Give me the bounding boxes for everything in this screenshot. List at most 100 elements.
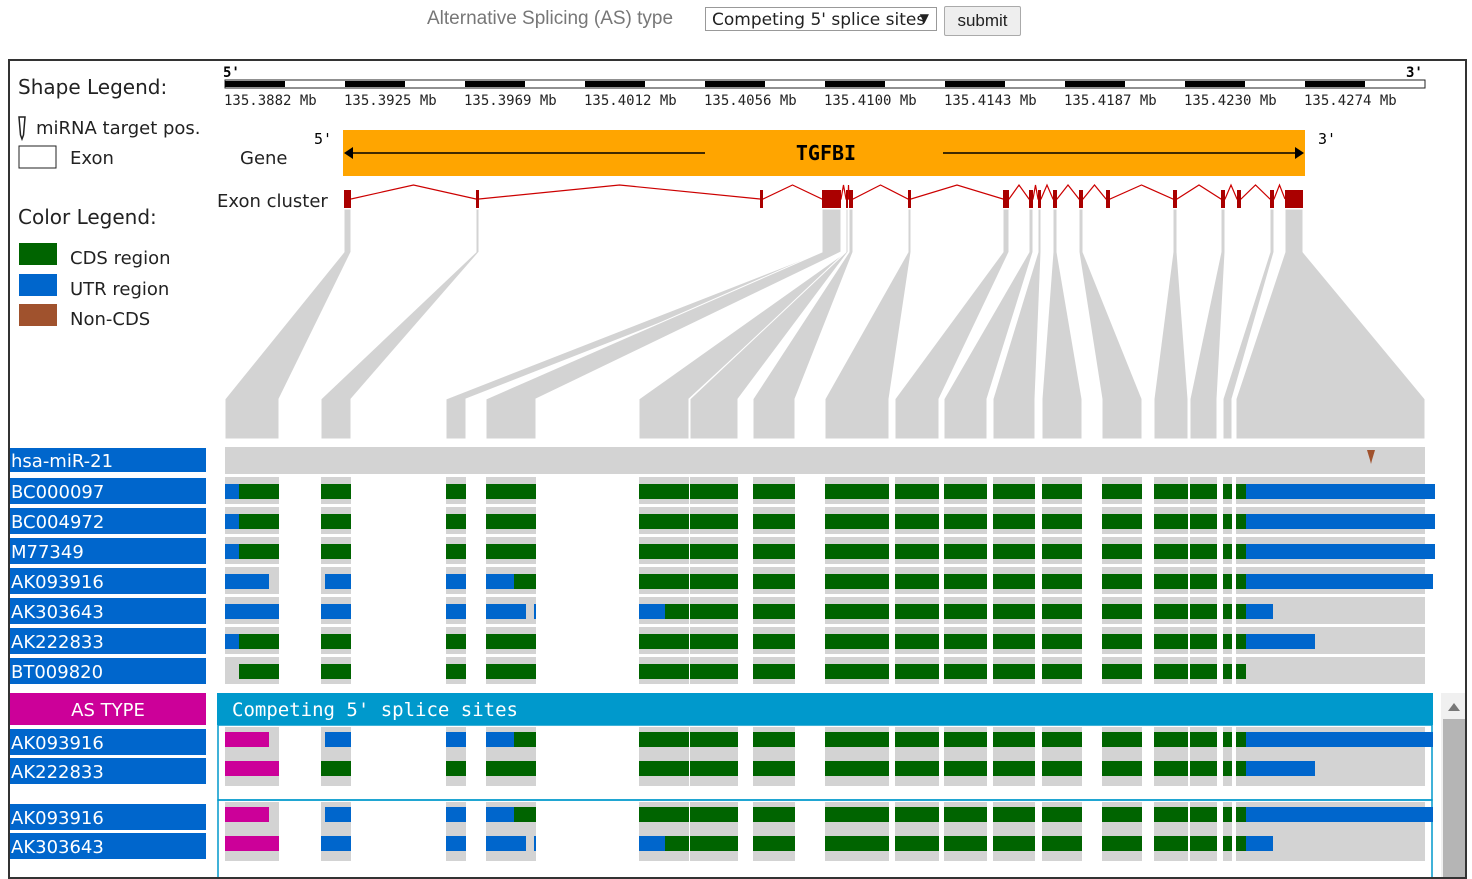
exon-cluster-block[interactable] [1270, 190, 1274, 208]
exon-segment[interactable] [690, 634, 738, 649]
exon-segment[interactable] [753, 664, 795, 679]
exon-segment[interactable] [325, 807, 351, 822]
exon-segment[interactable] [753, 634, 795, 649]
exon-segment[interactable] [1223, 484, 1232, 499]
exon-segment[interactable] [239, 514, 279, 529]
exon-segment[interactable] [1102, 634, 1142, 649]
exon-segment[interactable] [321, 664, 351, 679]
exon-segment[interactable] [993, 761, 1035, 776]
exon-cluster-block[interactable] [1237, 190, 1241, 208]
exon-cluster-block[interactable] [344, 190, 351, 208]
exon-segment[interactable] [1223, 544, 1232, 559]
exon-cluster-block[interactable] [1038, 190, 1041, 208]
exon-segment[interactable] [1236, 634, 1246, 649]
exon-segment[interactable] [1102, 664, 1142, 679]
track-label-box[interactable] [10, 538, 206, 564]
exon-segment[interactable] [639, 604, 665, 619]
exon-segment[interactable] [1154, 484, 1188, 499]
exon-cluster-block[interactable] [1003, 190, 1009, 208]
exon-segment[interactable] [1246, 514, 1435, 529]
exon-segment[interactable] [1223, 664, 1232, 679]
exon-segment[interactable] [993, 604, 1035, 619]
exon-segment[interactable] [534, 836, 536, 851]
exon-segment[interactable] [825, 664, 889, 679]
exon-segment[interactable] [895, 761, 939, 776]
exon-segment[interactable] [1042, 664, 1082, 679]
exon-segment[interactable] [486, 514, 536, 529]
exon-segment[interactable] [446, 604, 466, 619]
track-label-box[interactable] [10, 568, 206, 594]
exon-segment[interactable] [690, 574, 738, 589]
exon-segment[interactable] [486, 484, 536, 499]
exon-segment[interactable] [1223, 732, 1232, 747]
exon-segment[interactable] [753, 604, 795, 619]
exon-segment[interactable] [486, 634, 536, 649]
exon-segment[interactable] [944, 514, 987, 529]
exon-segment[interactable] [1042, 574, 1082, 589]
exon-segment[interactable] [1246, 634, 1315, 649]
as-track-label-box[interactable] [10, 758, 206, 784]
exon-segment[interactable] [534, 604, 536, 619]
exon-segment[interactable] [225, 634, 239, 649]
exon-segment[interactable] [944, 484, 987, 499]
exon-segment[interactable] [993, 514, 1035, 529]
exon-segment[interactable] [446, 634, 466, 649]
exon-segment[interactable] [239, 484, 279, 499]
exon-segment[interactable] [1223, 761, 1232, 776]
exon-segment[interactable] [639, 484, 689, 499]
exon-cluster-block[interactable] [760, 190, 763, 208]
exon-segment[interactable] [895, 664, 939, 679]
exon-segment[interactable] [1042, 836, 1082, 851]
exon-segment[interactable] [1190, 761, 1217, 776]
exon-segment[interactable] [1190, 514, 1217, 529]
exon-segment[interactable] [825, 836, 889, 851]
exon-segment[interactable] [993, 574, 1035, 589]
exon-segment[interactable] [1102, 544, 1142, 559]
exon-segment[interactable] [486, 732, 514, 747]
exon-segment[interactable] [321, 761, 351, 776]
exon-segment[interactable] [446, 484, 466, 499]
exon-segment[interactable] [690, 836, 738, 851]
exon-segment[interactable] [325, 732, 351, 747]
exon-segment[interactable] [225, 732, 269, 747]
exon-segment[interactable] [1102, 604, 1142, 619]
exon-segment[interactable] [1236, 732, 1246, 747]
exon-segment[interactable] [486, 664, 536, 679]
exon-segment[interactable] [1042, 634, 1082, 649]
exon-segment[interactable] [895, 836, 939, 851]
exon-segment[interactable] [321, 634, 351, 649]
exon-segment[interactable] [225, 514, 239, 529]
exon-segment[interactable] [1223, 514, 1232, 529]
exon-segment[interactable] [1223, 807, 1232, 822]
exon-segment[interactable] [1236, 514, 1246, 529]
exon-segment[interactable] [1236, 664, 1246, 679]
exon-segment[interactable] [1236, 604, 1246, 619]
exon-segment[interactable] [825, 484, 889, 499]
exon-segment[interactable] [446, 732, 466, 747]
track-label-box[interactable] [10, 508, 206, 534]
exon-segment[interactable] [690, 514, 738, 529]
scrollbar-thumb[interactable] [1443, 719, 1465, 879]
exon-segment[interactable] [895, 514, 939, 529]
exon-segment[interactable] [1042, 514, 1082, 529]
exon-segment[interactable] [1246, 761, 1315, 776]
exon-segment[interactable] [944, 664, 987, 679]
exon-segment[interactable] [1190, 544, 1217, 559]
exon-segment[interactable] [944, 836, 987, 851]
exon-segment[interactable] [753, 807, 795, 822]
exon-segment[interactable] [321, 544, 351, 559]
exon-segment[interactable] [944, 732, 987, 747]
exon-segment[interactable] [639, 807, 689, 822]
exon-segment[interactable] [665, 604, 689, 619]
exon-segment[interactable] [225, 544, 239, 559]
exon-segment[interactable] [239, 761, 279, 776]
exon-segment[interactable] [944, 574, 987, 589]
track-label-box[interactable] [10, 658, 206, 684]
exon-segment[interactable] [825, 732, 889, 747]
track-label-box[interactable] [10, 448, 206, 472]
exon-segment[interactable] [639, 664, 689, 679]
exon-segment[interactable] [239, 664, 279, 679]
exon-segment[interactable] [1246, 604, 1273, 619]
exon-segment[interactable] [993, 807, 1035, 822]
exon-segment[interactable] [225, 807, 269, 822]
